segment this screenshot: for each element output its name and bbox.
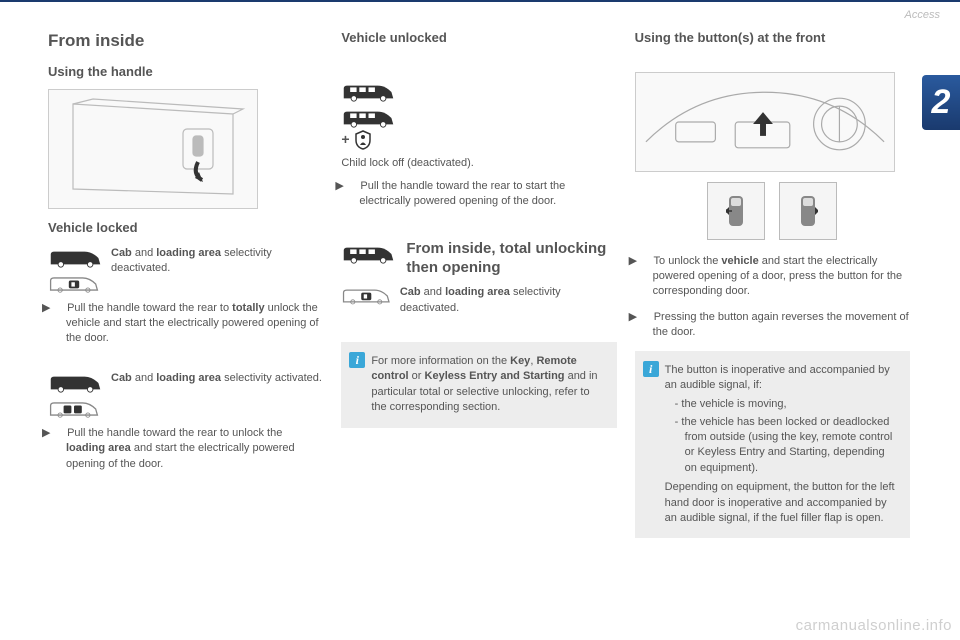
selectivity-deactivated-block: Cab and loading area selectivity deactiv… — [48, 246, 323, 295]
dashboard-svg — [636, 72, 894, 172]
van-windows-icon — [341, 106, 396, 130]
section-header: Access — [0, 4, 960, 23]
childlock-icons: + — [341, 80, 616, 150]
watermark: carmanualsonline.info — [796, 615, 952, 636]
selectivity-activated-text: Cab and loading area selectivity activat… — [111, 371, 322, 386]
selectivity-activated-block: Cab and loading area selectivity activat… — [48, 371, 323, 420]
dashboard-illustration — [635, 72, 895, 172]
info-icon: i — [643, 361, 659, 377]
subheading-using-handle: Using the handle — [48, 63, 323, 81]
van-silhouette-icon — [48, 246, 103, 270]
info-line-1: The button is inoperative and accompanie… — [665, 363, 896, 394]
left-door-button-icon — [707, 182, 765, 240]
right-door-button-icon — [779, 182, 837, 240]
col2-selectivity-text: Cab and loading area selectivity deactiv… — [400, 285, 617, 316]
locked-deact-instruction: ▶ Pull the handle toward the rear to tot… — [48, 301, 323, 347]
child-lock-icon — [354, 130, 372, 150]
childlock-caption: Child lock off (deactivated). — [341, 156, 616, 171]
heading-from-inside: From inside — [48, 29, 323, 53]
door-button-panel — [635, 182, 910, 240]
front-button-instruction-2: ▶ Pressing the button again reverses the… — [635, 310, 910, 341]
handle-sketch-svg — [53, 94, 253, 204]
subheading-vehicle-locked: Vehicle locked — [48, 219, 323, 237]
info-icon: i — [349, 352, 365, 368]
van-silhouette-icon — [48, 371, 103, 395]
selectivity-deactivated-text: Cab and loading area selectivity deactiv… — [111, 246, 323, 277]
subheading-vehicle-unlocked: Vehicle unlocked — [341, 29, 616, 47]
column-right: Using the button(s) at the front — [635, 29, 910, 538]
van-windows-icon — [341, 242, 396, 266]
info-line-2: Depending on equipment, the button for t… — [665, 480, 896, 526]
subheading-buttons-front: Using the button(s) at the front — [635, 29, 910, 47]
info-condition-2: the vehicle has been locked or deadlocke… — [675, 415, 896, 477]
inside-total-heading-row: From inside, total unlocking then openin… — [341, 240, 616, 278]
column-left: From inside Using the handle Vehicle loc… — [48, 29, 323, 538]
info-box-button-inoperative: i The button is inoperative and accompan… — [635, 351, 910, 539]
col2-selectivity-block: Cab and loading area selectivity deactiv… — [341, 285, 616, 316]
unlocked-instruction: ▶ Pull the handle toward the rear to sta… — [341, 179, 616, 210]
top-accent-bar — [0, 0, 960, 2]
handle-illustration — [48, 89, 258, 209]
front-button-instruction-1: ▶ To unlock the vehicle and start the el… — [635, 254, 910, 300]
info-conditions-list: the vehicle is moving, the vehicle has b… — [665, 397, 896, 476]
column-middle: Vehicle unlocked + Child lock off (deact… — [341, 29, 616, 538]
van-windows-icon — [341, 80, 396, 104]
info-box-key-remote: i For more information on the Key, Remot… — [341, 342, 616, 428]
heading-from-inside-total: From inside, total unlocking then openin… — [406, 240, 616, 278]
info-condition-1: the vehicle is moving, — [675, 397, 896, 412]
chapter-tab: 2 — [922, 75, 960, 130]
van-outline-lock-icon — [48, 273, 100, 295]
van-outline-lock-icon — [341, 285, 392, 307]
locked-act-instruction: ▶ Pull the handle toward the rear to unl… — [48, 426, 323, 472]
page-content: From inside Using the handle Vehicle loc… — [0, 23, 960, 538]
van-outline-split-icon — [48, 398, 100, 420]
